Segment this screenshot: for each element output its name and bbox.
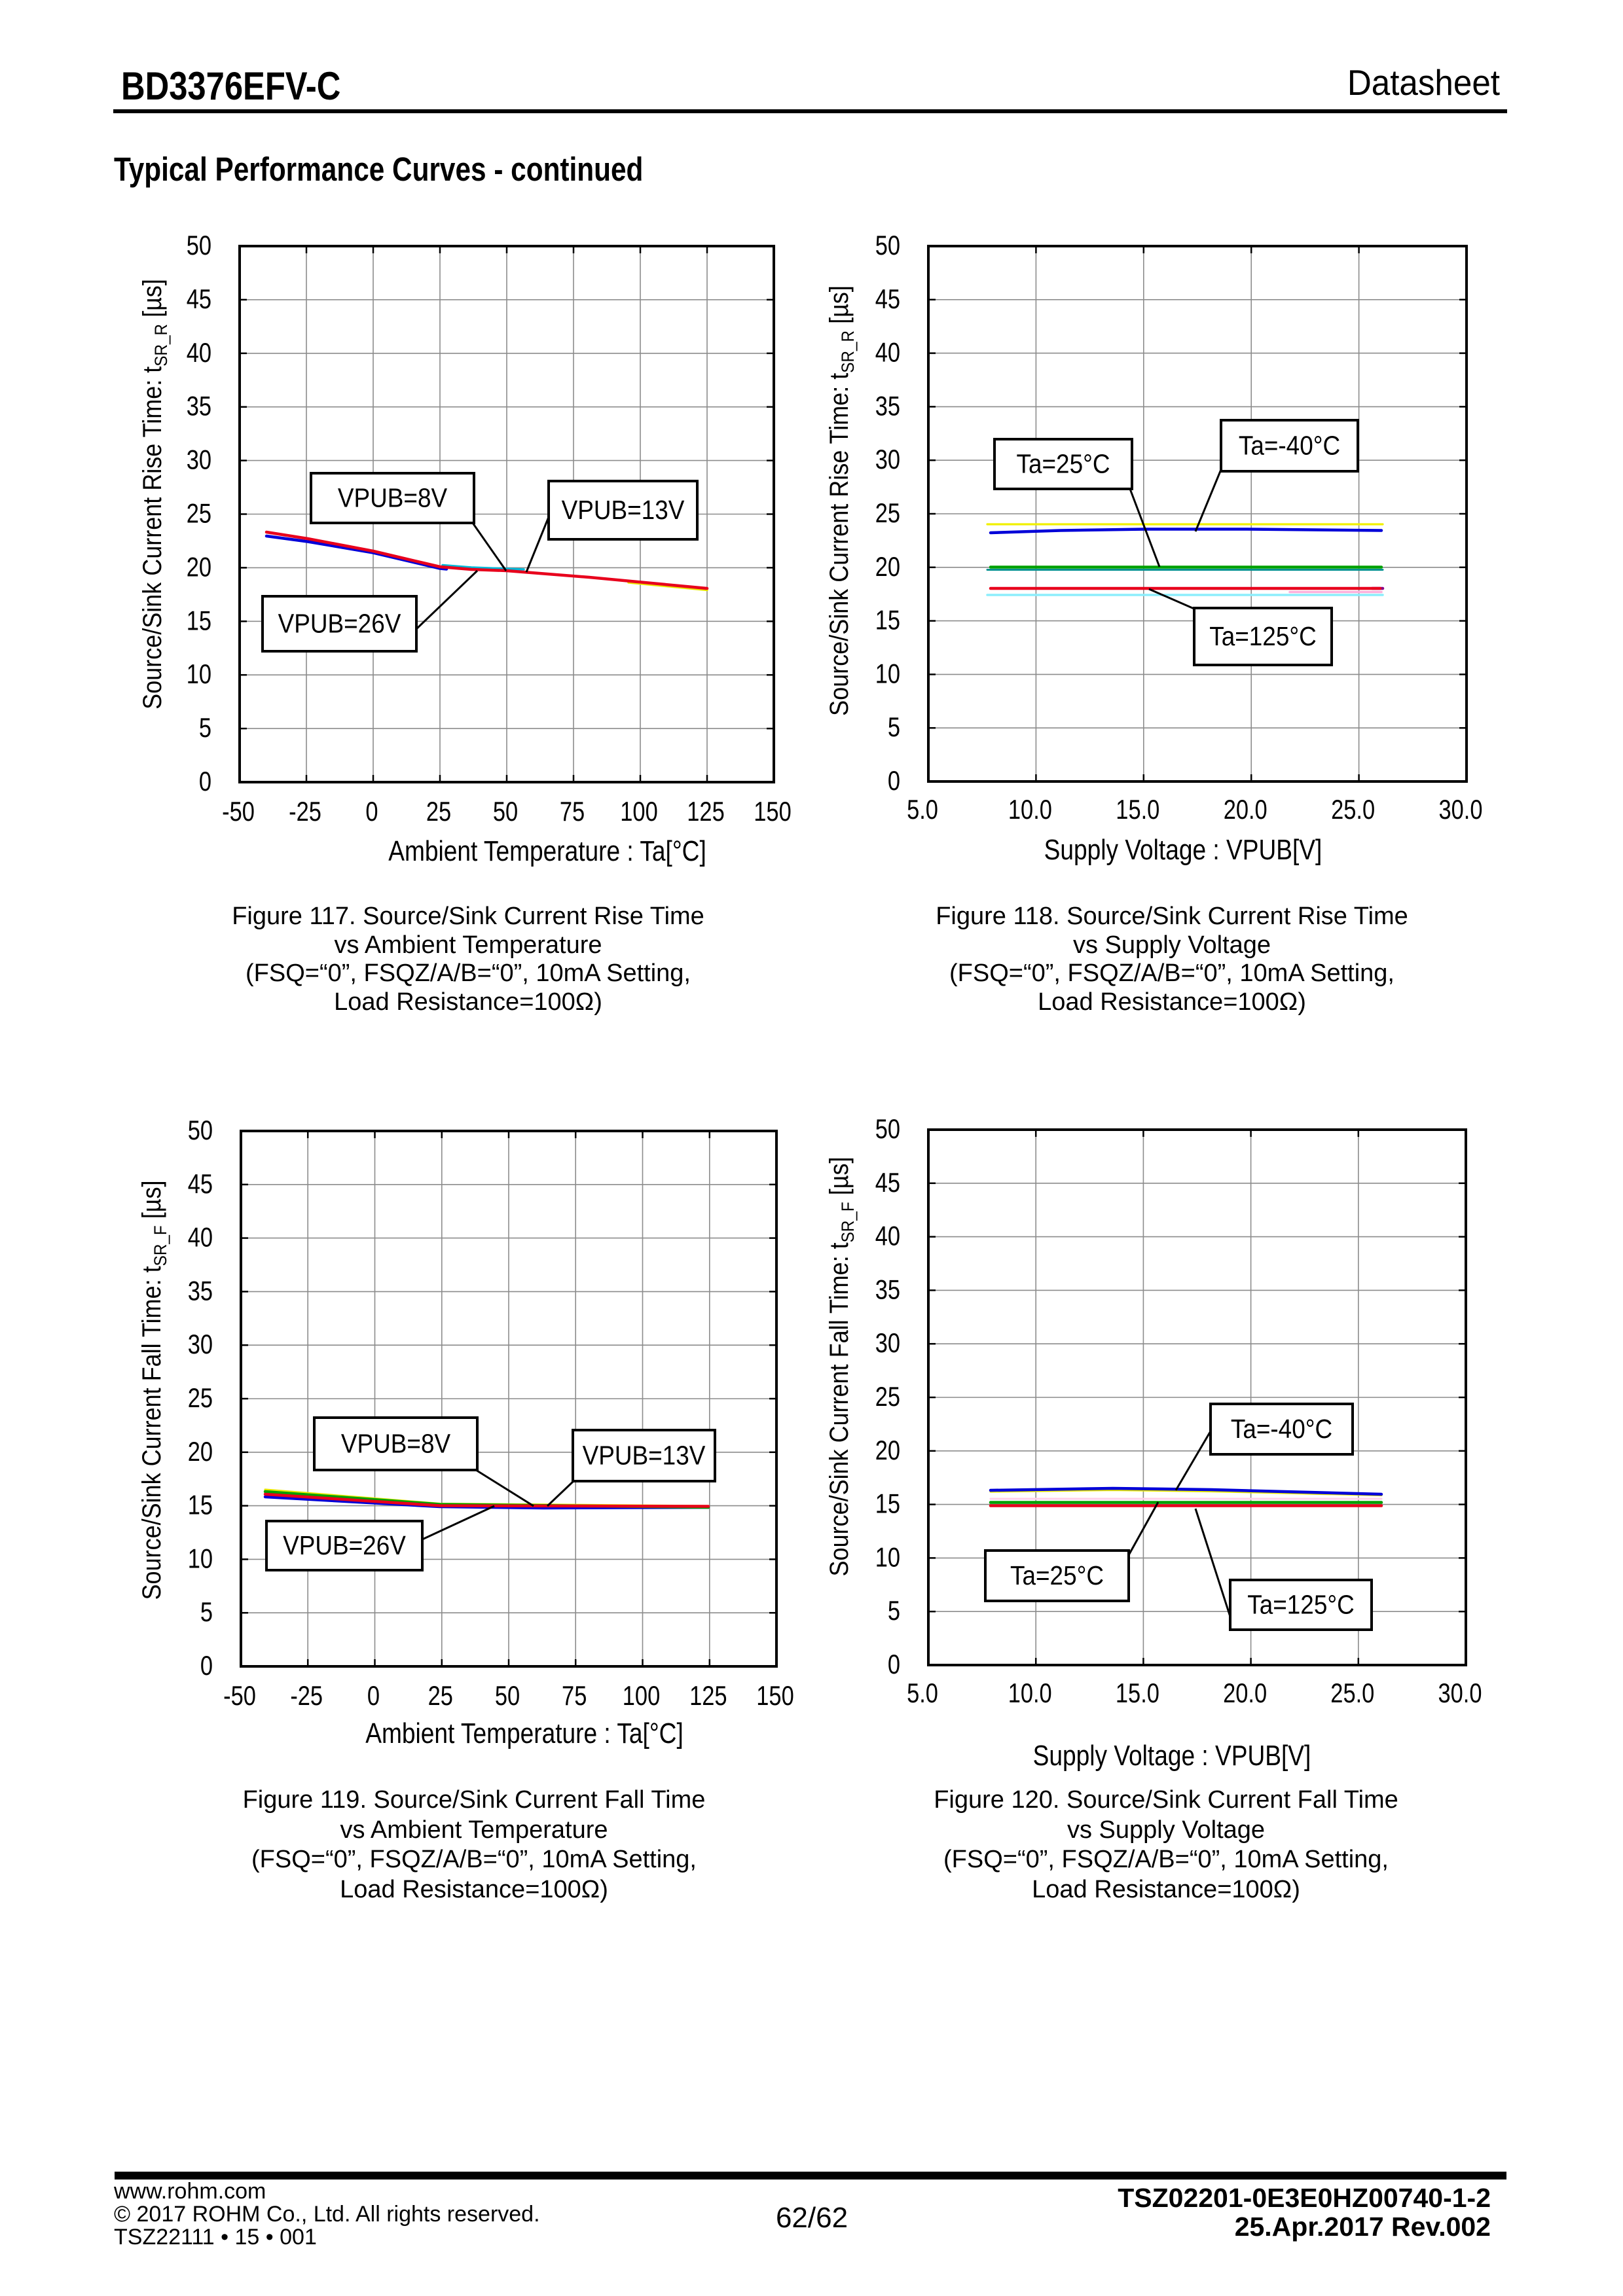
svg-text:125: 125	[689, 1681, 727, 1712]
svg-text:Source/Sink Current Fall Time:: Source/Sink Current Fall Time: tSR_F [µs…	[825, 1157, 858, 1577]
svg-text:Source/Sink Current Rise Time:: Source/Sink Current Rise Time: tSR_R [µs…	[138, 279, 171, 709]
svg-text:VPUB=8V: VPUB=8V	[341, 1429, 450, 1459]
svg-text:VPUB=26V: VPUB=26V	[283, 1531, 406, 1560]
svg-text:25.0: 25.0	[1330, 1678, 1374, 1709]
svg-text:35: 35	[187, 391, 211, 422]
svg-text:10: 10	[875, 1542, 900, 1573]
svg-text:45: 45	[187, 284, 211, 315]
svg-text:50: 50	[188, 1115, 213, 1146]
svg-text:20: 20	[188, 1437, 213, 1467]
svg-text:30: 30	[187, 444, 211, 475]
svg-text:10.0: 10.0	[1008, 795, 1052, 825]
svg-text:Source/Sink Current Fall Time:: Source/Sink Current Fall Time: tSR_F [µs…	[137, 1181, 170, 1600]
svg-text:VPUB=13V: VPUB=13V	[583, 1441, 706, 1471]
svg-text:5: 5	[888, 1596, 900, 1626]
svg-text:30: 30	[875, 444, 900, 475]
svg-text:50: 50	[875, 1114, 900, 1145]
svg-text:75: 75	[560, 797, 585, 827]
svg-text:75: 75	[562, 1681, 587, 1712]
svg-text:40: 40	[187, 338, 211, 368]
svg-text:0: 0	[367, 1681, 380, 1712]
svg-text:15: 15	[187, 605, 211, 636]
svg-text:5: 5	[200, 1597, 213, 1628]
svg-text:10.0: 10.0	[1008, 1678, 1052, 1709]
svg-text:30: 30	[875, 1328, 900, 1359]
svg-text:45: 45	[188, 1169, 213, 1200]
svg-text:-50: -50	[222, 797, 255, 827]
svg-text:40: 40	[188, 1222, 213, 1253]
svg-text:20: 20	[187, 552, 211, 583]
svg-text:20: 20	[875, 1435, 900, 1466]
svg-text:5: 5	[199, 713, 211, 744]
svg-text:-25: -25	[290, 1681, 323, 1712]
svg-text:150: 150	[756, 1681, 793, 1712]
svg-text:Ta=25°C: Ta=25°C	[1017, 450, 1110, 479]
svg-text:25: 25	[188, 1383, 213, 1414]
svg-text:10: 10	[187, 659, 211, 690]
svg-text:50: 50	[493, 797, 518, 827]
svg-text:25: 25	[426, 797, 451, 827]
svg-text:25: 25	[187, 498, 211, 529]
svg-text:10: 10	[875, 658, 900, 689]
svg-text:25: 25	[875, 498, 900, 529]
svg-text:20.0: 20.0	[1224, 795, 1267, 825]
svg-text:15: 15	[875, 1488, 900, 1519]
svg-text:100: 100	[623, 1681, 660, 1712]
svg-text:Ta=125°C: Ta=125°C	[1247, 1590, 1354, 1620]
svg-text:VPUB=26V: VPUB=26V	[278, 609, 401, 639]
svg-text:0: 0	[888, 766, 900, 797]
svg-text:Ambient Temperature : Ta[°C]: Ambient Temperature : Ta[°C]	[388, 834, 706, 867]
svg-text:150: 150	[754, 797, 791, 827]
svg-text:30.0: 30.0	[1438, 1678, 1482, 1709]
svg-text:125: 125	[687, 797, 724, 827]
svg-text:0: 0	[200, 1651, 213, 1681]
svg-text:35: 35	[188, 1276, 213, 1306]
svg-text:Ta=-40°C: Ta=-40°C	[1231, 1414, 1332, 1444]
svg-text:40: 40	[875, 337, 900, 368]
svg-text:Ta=25°C: Ta=25°C	[1010, 1561, 1104, 1590]
svg-text:0: 0	[888, 1649, 900, 1680]
svg-text:15: 15	[875, 605, 900, 636]
svg-text:10: 10	[188, 1543, 213, 1574]
svg-text:25: 25	[875, 1382, 900, 1412]
svg-text:20: 20	[875, 552, 900, 583]
svg-text:100: 100	[620, 797, 657, 827]
svg-text:45: 45	[875, 284, 900, 315]
svg-text:35: 35	[875, 391, 900, 422]
svg-text:VPUB=8V: VPUB=8V	[338, 484, 447, 513]
svg-text:15.0: 15.0	[1116, 795, 1159, 825]
svg-text:30: 30	[188, 1329, 213, 1360]
svg-text:40: 40	[875, 1221, 900, 1251]
svg-text:Ta=125°C: Ta=125°C	[1209, 622, 1316, 651]
svg-text:Supply Voltage : VPUB[V]: Supply Voltage : VPUB[V]	[1044, 833, 1322, 866]
svg-text:50: 50	[187, 230, 211, 261]
svg-text:50: 50	[875, 230, 900, 261]
svg-text:50: 50	[495, 1681, 520, 1712]
svg-text:35: 35	[875, 1274, 900, 1305]
svg-text:Source/Sink Current Rise Time:: Source/Sink Current Rise Time: tSR_R [µs…	[825, 285, 858, 716]
svg-text:Ambient Temperature : Ta[°C]: Ambient Temperature : Ta[°C]	[365, 1717, 684, 1749]
svg-text:25: 25	[428, 1681, 453, 1712]
svg-text:Supply Voltage : VPUB[V]: Supply Voltage : VPUB[V]	[1033, 1739, 1311, 1772]
svg-text:5: 5	[888, 712, 900, 743]
svg-text:Ta=-40°C: Ta=-40°C	[1239, 431, 1340, 461]
svg-text:30.0: 30.0	[1438, 795, 1482, 825]
svg-text:-25: -25	[289, 797, 321, 827]
svg-text:5.0: 5.0	[907, 1678, 938, 1709]
svg-text:-50: -50	[223, 1681, 256, 1712]
svg-text:15.0: 15.0	[1116, 1678, 1159, 1709]
svg-text:VPUB=13V: VPUB=13V	[562, 495, 685, 525]
svg-text:0: 0	[199, 766, 211, 797]
svg-text:15: 15	[188, 1490, 213, 1520]
svg-text:25.0: 25.0	[1331, 795, 1375, 825]
svg-text:45: 45	[875, 1168, 900, 1198]
svg-text:20.0: 20.0	[1223, 1678, 1267, 1709]
svg-text:5.0: 5.0	[907, 795, 938, 825]
svg-text:0: 0	[365, 797, 378, 827]
